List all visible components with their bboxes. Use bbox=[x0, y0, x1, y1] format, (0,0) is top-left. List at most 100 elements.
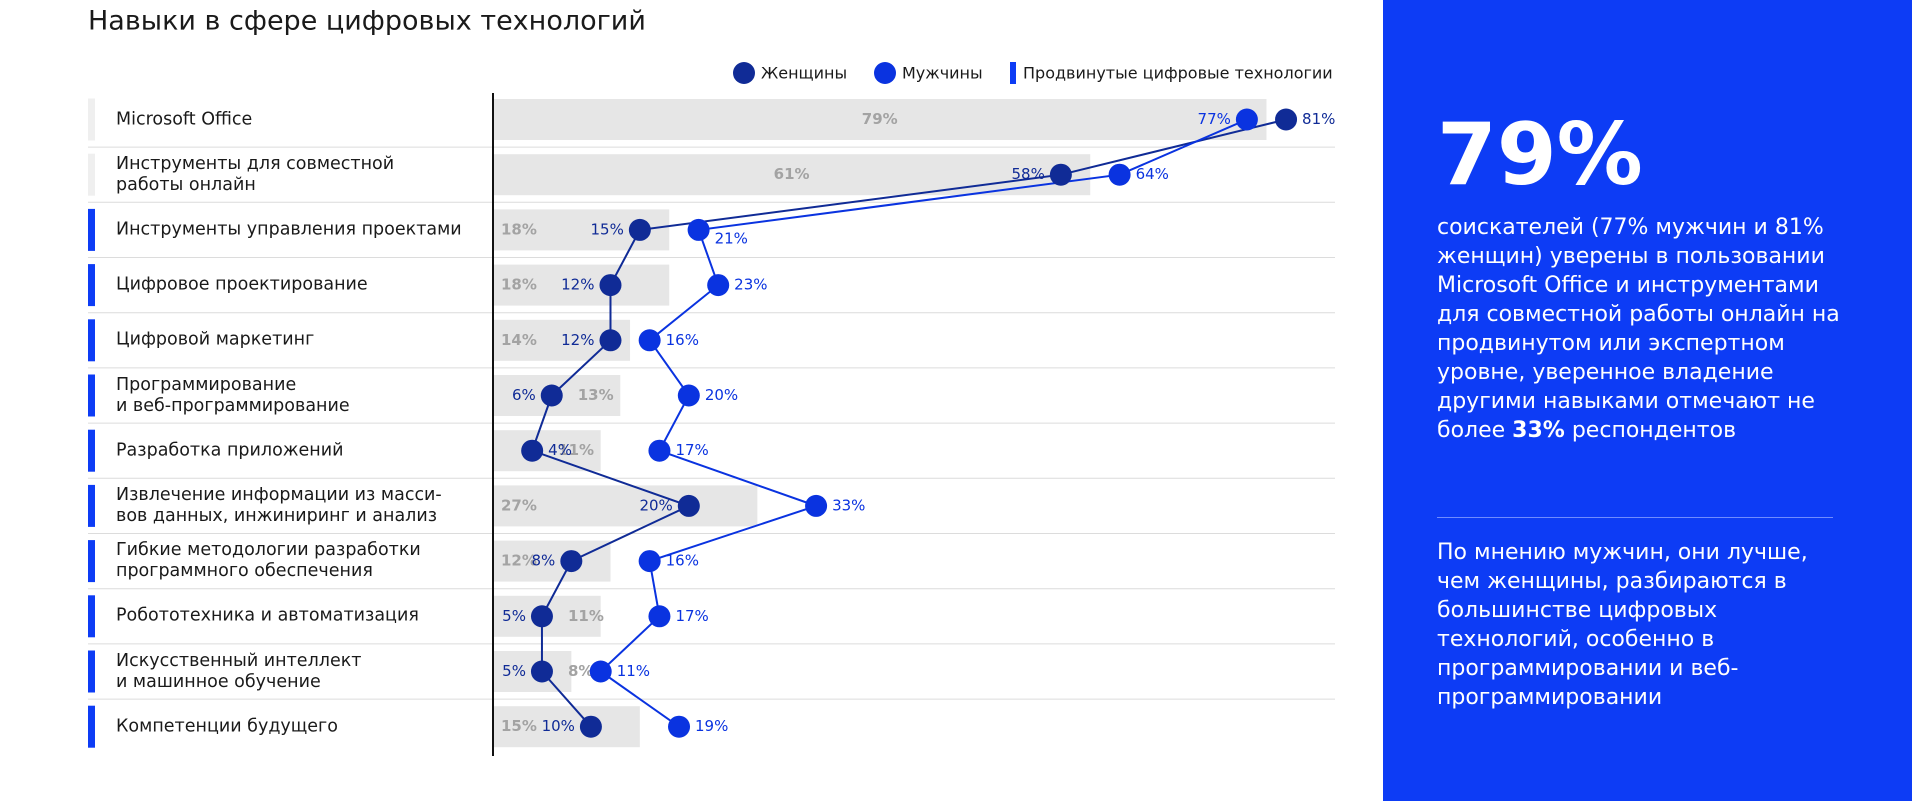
bar bbox=[493, 540, 611, 582]
total-label: 12% bbox=[501, 552, 537, 570]
category-label: Microsoft Office bbox=[116, 109, 253, 129]
value-label: 5% bbox=[502, 607, 526, 625]
legend-label: Мужчины bbox=[902, 64, 983, 83]
category-label: Цифровое проектирование bbox=[116, 274, 368, 295]
category-label: Цифровой маркетинг bbox=[116, 329, 315, 350]
value-label: 8% bbox=[532, 552, 556, 570]
dot bbox=[530, 660, 553, 683]
category-label: Инструменты для совместной работы онлайн bbox=[116, 153, 395, 195]
dot bbox=[579, 715, 602, 738]
row-marker bbox=[88, 595, 95, 638]
sidebar-text: соискателей (77% мужчин и 81% женщин) ув… bbox=[1437, 213, 1842, 445]
value-label: 77% bbox=[1198, 110, 1231, 128]
total-label: 14% bbox=[501, 331, 537, 349]
value-label: 12% bbox=[561, 276, 594, 294]
dot bbox=[540, 384, 563, 407]
bar bbox=[493, 264, 670, 306]
dot bbox=[638, 329, 661, 352]
total-label: 13% bbox=[578, 386, 614, 404]
value-label: 6% bbox=[512, 386, 536, 404]
bar bbox=[493, 430, 601, 472]
total-label: 8% bbox=[568, 662, 593, 680]
value-label: 58% bbox=[1012, 165, 1045, 183]
total-label: 15% bbox=[501, 717, 537, 735]
text-bold: 33% bbox=[1512, 418, 1565, 443]
value-label: 17% bbox=[675, 441, 708, 459]
dot bbox=[628, 218, 651, 241]
row-marker bbox=[88, 484, 95, 527]
total-label: 79% bbox=[862, 110, 898, 128]
row-marker bbox=[88, 319, 95, 362]
value-label: 21% bbox=[715, 229, 748, 247]
total-label: 18% bbox=[501, 276, 537, 294]
dot bbox=[805, 494, 828, 517]
legend-marker bbox=[874, 62, 896, 84]
dot bbox=[560, 550, 583, 573]
legend-label: Продвинутые цифровые технологии bbox=[1023, 64, 1333, 83]
dot bbox=[1049, 163, 1072, 186]
dot bbox=[530, 605, 553, 628]
dot bbox=[677, 384, 700, 407]
dot bbox=[1235, 108, 1258, 131]
dot bbox=[599, 274, 622, 297]
dot bbox=[589, 660, 612, 683]
dot bbox=[1275, 108, 1298, 131]
dot bbox=[648, 605, 671, 628]
dot bbox=[648, 439, 671, 462]
value-label: 16% bbox=[666, 331, 699, 349]
value-label: 19% bbox=[695, 717, 728, 735]
dot bbox=[687, 218, 710, 241]
value-label: 81% bbox=[1302, 110, 1335, 128]
divider bbox=[1437, 517, 1833, 518]
value-label: 11% bbox=[617, 662, 650, 680]
row-marker bbox=[88, 650, 95, 693]
dot bbox=[707, 274, 730, 297]
category-label: Робототехника и автоматизация bbox=[116, 605, 419, 626]
row-marker bbox=[88, 264, 95, 307]
text: респондентов bbox=[1571, 418, 1737, 443]
text: соискателей (77% мужчин и 81% женщин) ув… bbox=[1437, 215, 1840, 443]
category-label: Инструменты управления проектами bbox=[116, 219, 462, 240]
value-label: 64% bbox=[1136, 165, 1169, 183]
value-label: 12% bbox=[561, 331, 594, 349]
value-label: 17% bbox=[675, 607, 708, 625]
dot bbox=[638, 550, 661, 573]
dot bbox=[677, 494, 700, 517]
value-label: 16% bbox=[666, 552, 699, 570]
row-marker bbox=[88, 705, 95, 748]
row-marker bbox=[88, 208, 95, 251]
row-marker bbox=[88, 540, 95, 583]
chart: Навыки в сфере цифровых технологий Женщи… bbox=[88, 6, 1335, 756]
value-label: 20% bbox=[639, 496, 672, 514]
category-label: Разработка приложений bbox=[116, 440, 344, 461]
row-marker bbox=[88, 98, 95, 141]
sidebar: 79% соискателей (77% мужчин и 81% женщин… bbox=[1383, 0, 1912, 801]
value-label: 33% bbox=[832, 496, 865, 514]
total-label: 61% bbox=[774, 165, 810, 183]
category-label: Извлечение информации из масси- вов данн… bbox=[116, 484, 442, 526]
dot bbox=[668, 715, 691, 738]
value-label: 4% bbox=[548, 441, 572, 459]
legend-marker bbox=[733, 62, 755, 84]
total-label: 11% bbox=[558, 441, 594, 459]
value-label: 15% bbox=[591, 220, 624, 238]
legend-marker bbox=[1010, 62, 1016, 84]
series-line bbox=[599, 118, 1248, 728]
category-label: Искусственный интеллект и машинное обуче… bbox=[116, 650, 362, 692]
category-label: Компетенции будущего bbox=[116, 716, 338, 737]
value-label: 23% bbox=[734, 276, 767, 294]
dot bbox=[521, 439, 544, 462]
value-label: 10% bbox=[542, 717, 575, 735]
value-label: 20% bbox=[705, 386, 738, 404]
bar bbox=[493, 154, 1091, 196]
row-marker bbox=[88, 374, 95, 417]
dot bbox=[1108, 163, 1131, 186]
headline: 79% bbox=[1437, 105, 1643, 205]
dot bbox=[599, 329, 622, 352]
value-label: 5% bbox=[502, 662, 526, 680]
bar bbox=[493, 706, 640, 748]
bar bbox=[493, 99, 1267, 140]
total-label: 27% bbox=[501, 496, 537, 514]
row-marker bbox=[88, 153, 95, 196]
